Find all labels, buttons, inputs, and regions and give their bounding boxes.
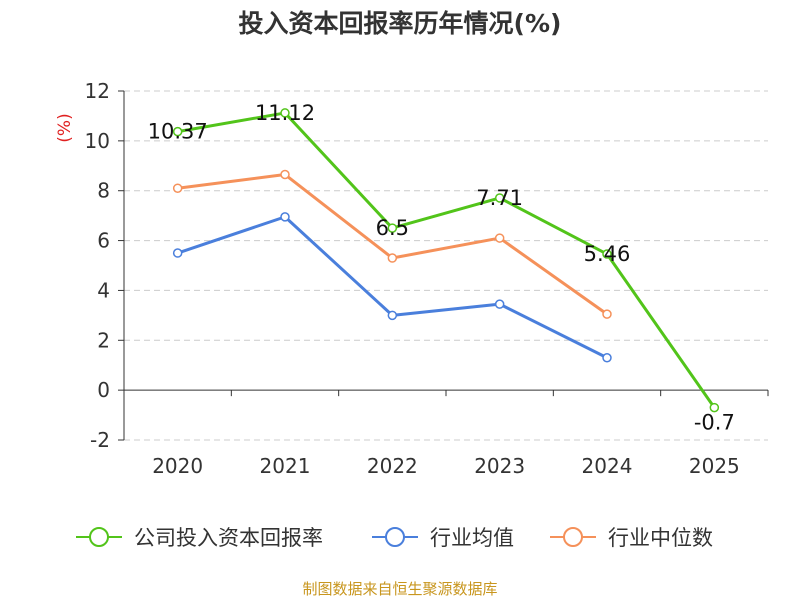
y-tick-label: 6 [97,229,110,253]
x-tick-label: 2025 [689,454,740,478]
legend-marker [385,527,405,547]
data-point [387,253,398,263]
y-tick-label: 10 [85,129,110,153]
data-point [709,402,720,413]
x-tick-label: 2022 [367,454,418,478]
x-tick-label: 2020 [152,454,203,478]
data-point [494,299,505,309]
data-labels: 10.37 11.12 6.5 7.71 5.46 -0.7 [148,101,735,435]
grid-lines [124,90,768,441]
x-tick-label: 2021 [260,454,311,478]
series-line [177,173,608,316]
legend-label: 行业中位数 [608,526,713,550]
data-point [280,108,290,118]
data-label: 5.46 [584,242,631,266]
data-point [387,223,398,233]
data-label: -0.7 [694,411,735,435]
data-point [172,248,183,258]
y-tick-label: 4 [97,278,110,302]
data-point [172,126,183,137]
y-axis-unit: (%) [55,113,75,142]
y-tick-label: 2 [97,328,110,352]
data-point [494,193,505,203]
axes: -2 0 2 4 6 8 10 12 2020 2021 2022 2023 2024 2025 [85,79,769,478]
y-tick-label: 0 [97,378,110,402]
y-tick-label: 8 [97,179,110,203]
data-label: 10.37 [148,120,208,144]
series-line [177,111,716,409]
data-point [280,212,290,222]
data-point [494,233,505,243]
data-point [280,169,290,180]
chart-title: 投入资本回报率历年情况(%) [238,9,562,38]
data-label: 7.71 [476,186,523,210]
data-point [172,183,183,193]
x-tick-label: 2024 [582,454,633,478]
legend-label: 公司投入资本回报率 [134,526,323,550]
legend-label: 行业均值 [430,526,514,550]
data-label: 11.12 [255,101,315,125]
data-label: 6.5 [376,216,409,240]
data-point [602,309,612,319]
y-tick-label: -2 [90,428,110,452]
data-point [602,352,612,363]
x-tick-label: 2023 [474,454,525,478]
data-point [602,249,612,259]
data-point [387,310,398,321]
legend-marker [563,527,583,547]
series-group [172,108,720,413]
legend: 公司投入资本回报率 行业均值 行业中位数 [76,526,713,550]
legend-marker [89,527,109,547]
y-tick-label: 12 [85,79,110,103]
source-note: 制图数据来自恒生聚源数据库 [302,580,498,598]
